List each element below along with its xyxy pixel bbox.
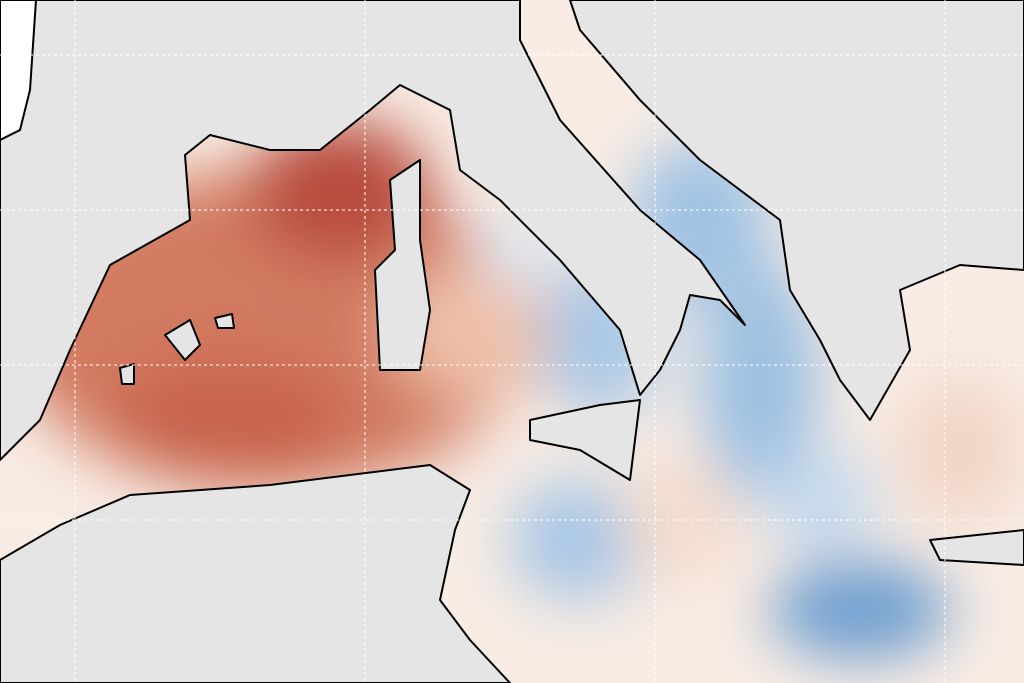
- island-sicily: [529, 399, 641, 481]
- island-ibiza: [119, 363, 135, 385]
- white-area: [0, 0, 38, 142]
- land-europe-italy: [0, 0, 746, 461]
- island-menorca: [214, 313, 235, 329]
- land-balkans-greece: [569, 0, 1024, 421]
- island-crete: [929, 529, 1024, 566]
- island-corsica-sardinia: [374, 159, 431, 371]
- island-mallorca: [164, 319, 201, 361]
